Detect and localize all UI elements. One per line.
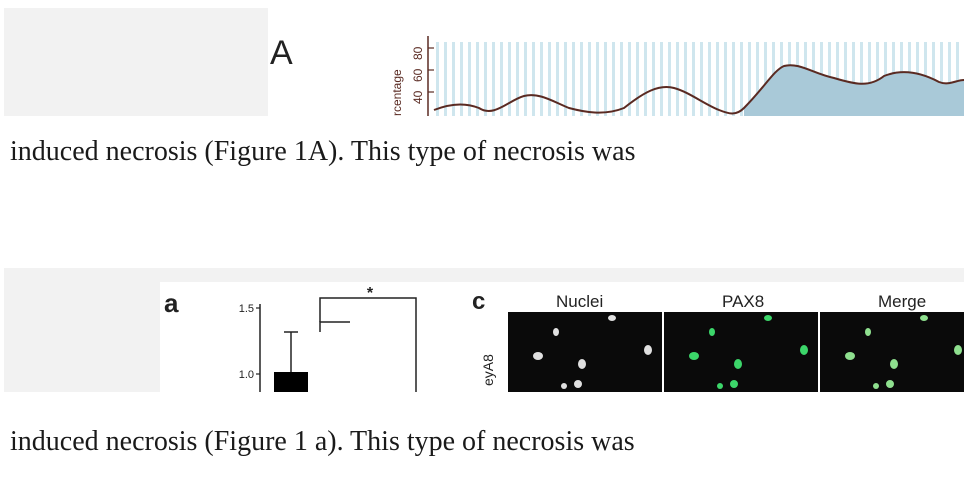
micrograph-nuclei (508, 312, 662, 392)
y-tick-label: 1.0 (239, 369, 254, 381)
panel-label-A: A (270, 34, 293, 72)
example-2: a 1.5 1.0 * c Nuclei PAX8 Merge eyA8 (0, 260, 964, 484)
caption-text: induced necrosis (Figure 1A). This type … (10, 136, 636, 167)
significance-mark: * (367, 285, 374, 302)
y-tick-label: 1.5 (239, 303, 254, 315)
figure-1a-lowercase-crop: a 1.5 1.0 * c Nuclei PAX8 Merge eyA8 (4, 268, 964, 392)
merge-dots (845, 315, 962, 389)
figure-1a-crop: A rcentage 80 60 40 (4, 8, 964, 116)
example-1: A rcentage 80 60 40 induced necrosis (Fi… (0, 0, 964, 200)
caption-text: induced necrosis (Figure 1 a). This type… (10, 426, 635, 457)
micrograph-merge (820, 312, 964, 392)
significance-bracket-inner (319, 321, 350, 332)
panel-label-c: c (472, 288, 486, 315)
micrograph-panels (508, 312, 964, 392)
row-label: eyA8 (480, 354, 496, 386)
y-axis-label: rcentage (390, 69, 404, 116)
pax8-dots (689, 315, 808, 389)
necrosis-percentage-chart: rcentage 80 60 40 (390, 36, 964, 116)
area-fill (744, 65, 964, 116)
micrograph-pax8 (664, 312, 818, 392)
panel-label-a: a (164, 288, 179, 318)
column-header-nuclei: Nuclei (556, 292, 604, 311)
column-header-pax8: PAX8 (722, 292, 765, 311)
bar-chart-panel: 1.5 1.0 * (239, 285, 417, 392)
y-tick-label: 40 (411, 90, 425, 104)
nuclei-dots (533, 315, 652, 389)
column-header-merge: Merge (878, 292, 927, 311)
significance-bracket-outer (319, 297, 417, 392)
y-tick-label: 60 (411, 68, 425, 82)
y-tick-label: 80 (411, 46, 425, 60)
series-line (433, 64, 964, 115)
bar (274, 372, 308, 392)
